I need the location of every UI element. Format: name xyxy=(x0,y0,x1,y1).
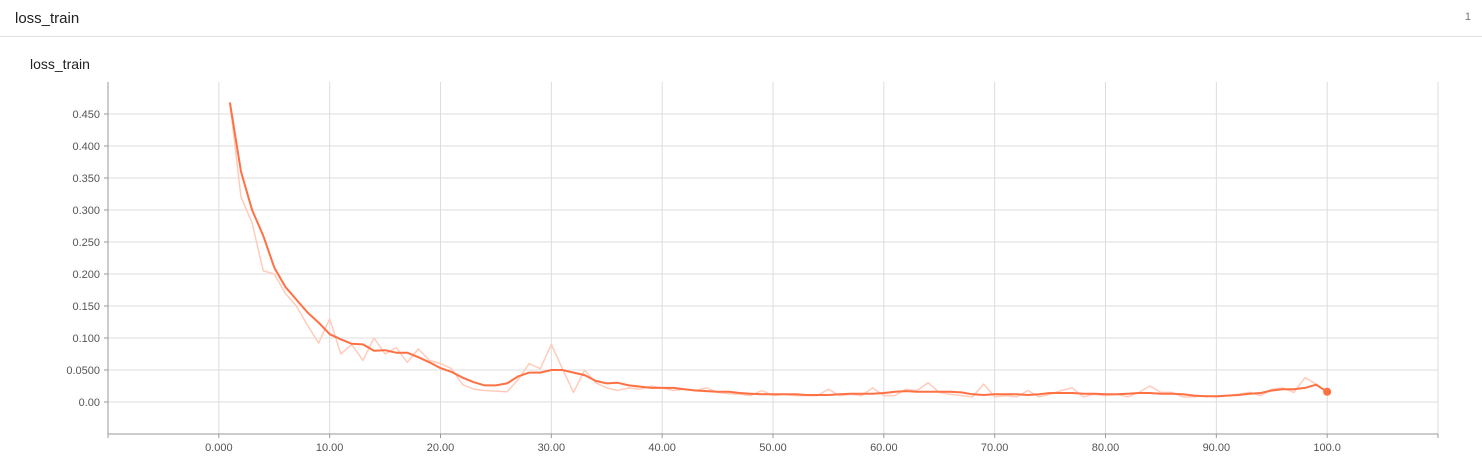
x-tick-label: 80.00 xyxy=(1092,442,1120,454)
y-tick-label: 0.00 xyxy=(79,397,100,409)
card-count-badge: 1 xyxy=(1464,11,1471,23)
last-point-marker[interactable] xyxy=(1323,387,1332,396)
y-tick-label: 0.450 xyxy=(72,109,100,121)
x-tick-label: 60.00 xyxy=(870,442,898,454)
x-tick-label: 40.00 xyxy=(648,442,676,454)
x-tick-label: 90.00 xyxy=(1203,442,1231,454)
x-tick-label: 70.00 xyxy=(981,442,1009,454)
card-header-title: loss_train xyxy=(15,10,80,27)
y-tick-label: 0.200 xyxy=(72,269,100,281)
x-tick-label: 30.00 xyxy=(538,442,566,454)
y-tick-label: 0.300 xyxy=(72,205,100,217)
chart-card: loss_train xyxy=(0,37,1482,458)
y-tick-label: 0.250 xyxy=(72,237,100,249)
y-tick-label: 0.100 xyxy=(72,333,100,345)
x-tick-label: 10.00 xyxy=(316,442,344,454)
x-tick-label: 0.000 xyxy=(205,442,233,454)
smoothed-series-line xyxy=(228,102,1328,398)
y-tick-label: 0.0500 xyxy=(66,365,100,377)
y-tick-label: 0.400 xyxy=(72,141,100,153)
chart-title: loss_train xyxy=(30,56,90,72)
y-tick-label: 0.350 xyxy=(72,173,100,185)
y-tick-label: 0.150 xyxy=(72,301,100,313)
x-tick-label: 20.00 xyxy=(427,442,455,454)
x-tick-label: 50.00 xyxy=(759,442,787,454)
card-header[interactable]: loss_train 1 xyxy=(0,0,1482,37)
x-tick-label: 100.0 xyxy=(1313,442,1341,454)
